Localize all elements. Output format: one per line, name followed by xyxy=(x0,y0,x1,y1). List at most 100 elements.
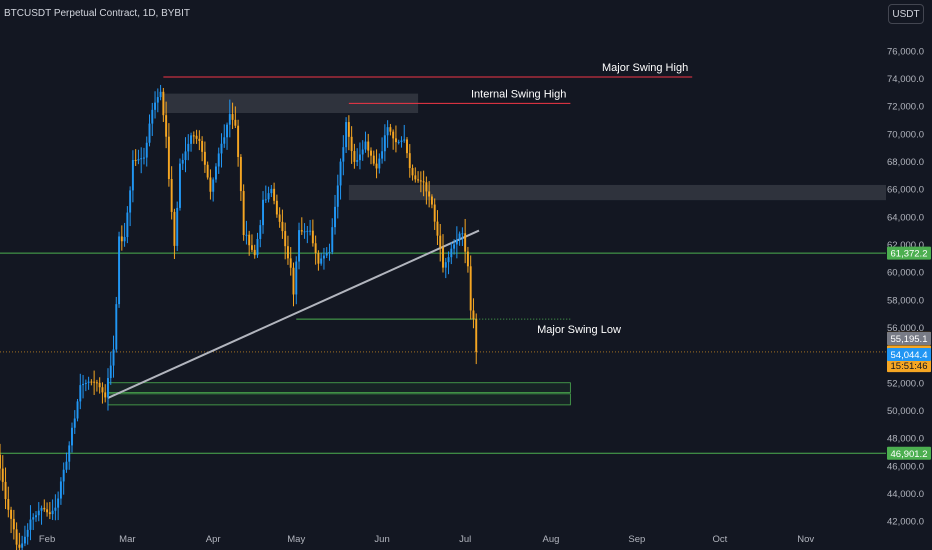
candle-body xyxy=(322,255,325,259)
candle-body xyxy=(18,544,21,548)
candle-body xyxy=(439,235,442,248)
y-tick-label: 46,000.0 xyxy=(887,461,924,472)
candle-body xyxy=(392,131,395,139)
candle-body xyxy=(381,151,384,159)
y-tick-label: 66,000.0 xyxy=(887,185,924,196)
candle-body xyxy=(284,231,287,247)
candle-body xyxy=(214,166,217,180)
candle-body xyxy=(303,231,306,233)
candle-body xyxy=(57,498,60,508)
candle-body xyxy=(212,179,215,192)
candle-body xyxy=(311,230,314,244)
zone-2 xyxy=(107,382,571,393)
candle-body xyxy=(21,543,24,548)
candle-body xyxy=(444,262,447,268)
candle-body xyxy=(165,115,168,137)
x-tick-label: Jul xyxy=(459,534,471,545)
price-label-bg xyxy=(887,347,931,361)
candle-body xyxy=(181,159,184,164)
price-label-text: 61,372.2 xyxy=(891,249,928,260)
candle-body xyxy=(375,163,378,169)
candle-body xyxy=(347,122,350,137)
candle-body xyxy=(436,221,439,236)
currency-button[interactable]: USDT xyxy=(888,4,924,24)
candle-body xyxy=(203,151,206,165)
candle-body xyxy=(469,266,472,311)
candle-body xyxy=(12,518,15,530)
candle-body xyxy=(289,258,292,268)
price-label-text: 46,901.2 xyxy=(891,449,928,460)
candle-body xyxy=(1,468,4,482)
candle-body xyxy=(148,123,151,143)
candle-body xyxy=(93,381,96,383)
price-label-text: 54,044.4 xyxy=(891,350,928,361)
candle-body xyxy=(178,163,181,208)
candle-body xyxy=(342,147,345,162)
candle-body xyxy=(98,382,101,388)
candle-body xyxy=(73,418,76,428)
candle-body xyxy=(408,153,411,169)
candle-body xyxy=(126,212,129,238)
candle-body xyxy=(430,196,433,205)
candle-body xyxy=(466,251,469,267)
candle-body xyxy=(461,233,464,235)
candle-body xyxy=(87,381,90,383)
candle-body xyxy=(192,135,195,137)
x-axis[interactable]: Feb Mar Apr May Jun Jul Aug Sep Oct Nov xyxy=(39,534,815,545)
candle-body xyxy=(154,102,157,110)
candle-body xyxy=(120,236,123,242)
candle-body xyxy=(65,461,68,470)
candle-body xyxy=(475,319,478,352)
level-label-1: Internal Swing High xyxy=(471,88,566,100)
candle-body xyxy=(336,185,339,207)
price-label-bg xyxy=(887,446,931,460)
y-tick-label: 68,000.0 xyxy=(887,157,924,168)
candle-body xyxy=(331,227,334,252)
candle-body xyxy=(32,517,35,520)
candle-body xyxy=(220,143,223,154)
candles-layer xyxy=(0,84,478,550)
candle-body xyxy=(109,365,112,379)
x-tick-label: Sep xyxy=(628,534,645,545)
candle-body xyxy=(159,91,162,98)
candle-body xyxy=(428,191,431,197)
price-label-text: 15:51:46 xyxy=(891,361,928,372)
x-tick-label: May xyxy=(287,534,305,545)
candle-body xyxy=(419,180,422,182)
candle-body xyxy=(201,140,204,152)
candle-body xyxy=(406,139,408,154)
y-tick-label: 72,000.0 xyxy=(887,102,924,113)
y-tick-label: 62,000.0 xyxy=(887,240,924,251)
candle-body xyxy=(250,245,253,250)
candle-body xyxy=(104,392,107,398)
candle-body xyxy=(26,529,29,537)
candle-body xyxy=(54,507,57,511)
candle-body xyxy=(137,159,140,161)
candle-body xyxy=(59,481,62,499)
candle-body xyxy=(270,188,273,194)
levels-layer: Major Swing High Internal Swing High Major… xyxy=(0,62,886,454)
candle-body xyxy=(198,138,201,141)
zone-1 xyxy=(348,184,886,201)
candle-body xyxy=(358,154,361,161)
level-label-0: Major Swing High xyxy=(602,62,688,74)
candle-body xyxy=(264,199,267,201)
y-tick-label: 42,000.0 xyxy=(887,517,924,528)
candle-body xyxy=(298,230,300,262)
candle-body xyxy=(184,151,187,160)
candle-body xyxy=(411,168,414,176)
candle-body xyxy=(314,243,317,254)
candle-body xyxy=(339,161,342,186)
level-label-2: Major Swing Low xyxy=(537,324,621,336)
candle-body xyxy=(231,114,234,120)
candle-body xyxy=(84,382,87,385)
candle-body xyxy=(71,427,73,446)
trendline[interactable] xyxy=(107,229,480,399)
candle-body xyxy=(170,179,173,212)
candle-body xyxy=(156,97,159,103)
candle-body xyxy=(306,230,309,232)
candle-body xyxy=(425,182,428,192)
candle-body xyxy=(167,136,170,180)
